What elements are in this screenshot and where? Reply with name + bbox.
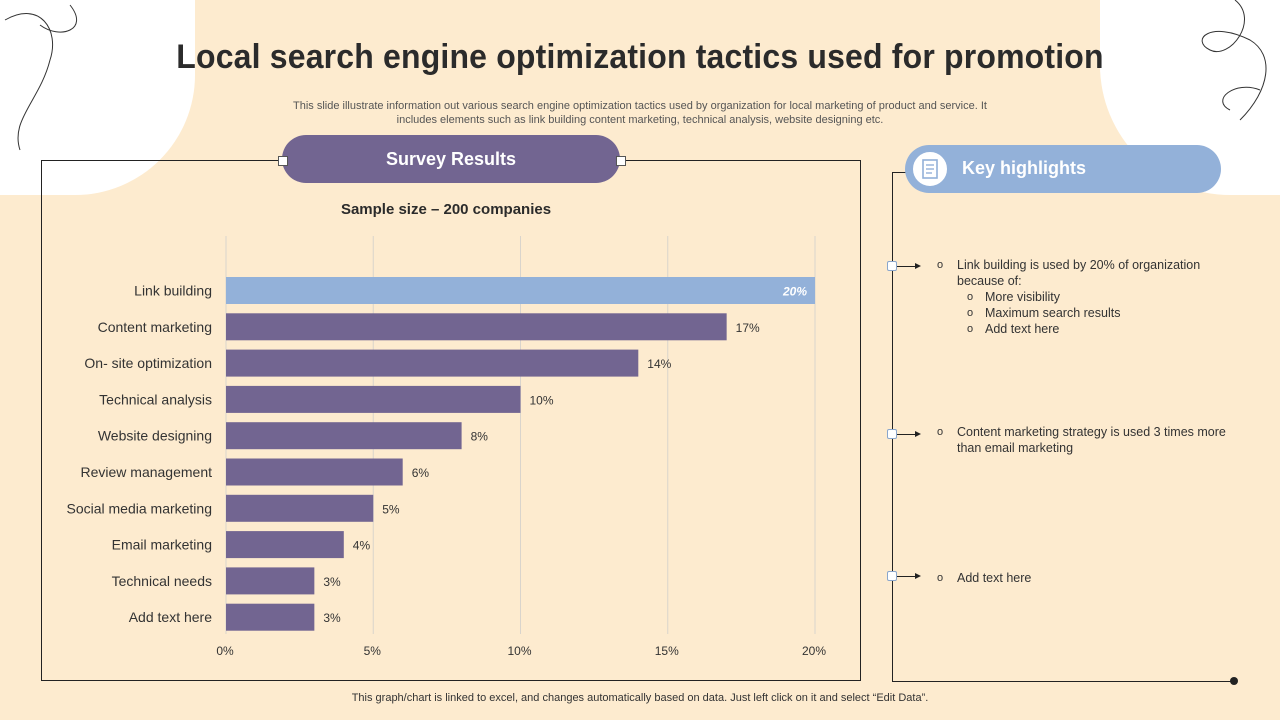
category-label: Technical needs [112, 573, 212, 589]
key-highlights-label: Key highlights [962, 158, 1087, 178]
highlight-node-2 [887, 429, 897, 439]
bar [226, 313, 727, 341]
highlight-sub-item: Maximum search results [937, 305, 1227, 321]
bar [226, 277, 815, 304]
highlight-item-2: Content marketing strategy is used 3 tim… [937, 424, 1227, 456]
page-title: Local search engine optimization tactics… [176, 38, 1104, 76]
data-label: 3% [323, 611, 341, 625]
key-highlights-header [905, 145, 1221, 193]
category-label: On- site optimization [84, 355, 212, 371]
highlight-sub-item: More visibility [937, 289, 1227, 305]
data-label: 6% [412, 466, 430, 480]
data-label: 5% [382, 502, 400, 516]
data-label: 3% [323, 575, 341, 589]
category-label: Website designing [98, 428, 212, 444]
category-label: Content marketing [98, 319, 212, 335]
data-label: 20% [782, 285, 807, 299]
bar [226, 458, 403, 486]
page-subtitle: This slide illustrate information out va… [293, 100, 987, 126]
category-label: Add text here [129, 609, 212, 625]
bar [226, 494, 374, 522]
highlight-block-1: Link building is used by 20% of organiza… [937, 257, 1227, 337]
highlights-top-connector [892, 172, 906, 173]
data-label: 14% [647, 357, 671, 371]
pill-connector-right [616, 156, 626, 166]
highlight-block-3: Add text here [937, 570, 1227, 586]
highlight-node-3 [887, 571, 897, 581]
highlight-item-1: Link building is used by 20% of organiza… [937, 257, 1227, 289]
sample-size-label: Sample size – 200 companies [340, 201, 552, 218]
bar [226, 422, 462, 450]
category-label: Social media marketing [66, 500, 212, 516]
bar [226, 531, 344, 559]
data-label: 17% [736, 321, 760, 335]
data-label: 8% [471, 430, 489, 444]
bar [226, 567, 315, 595]
highlight-sub-item: Add text here [937, 321, 1227, 337]
survey-results-header: Survey Results [282, 135, 620, 183]
x-tick-label: 20% [802, 644, 826, 658]
category-label: Review management [80, 464, 212, 480]
highlights-end-dot [1230, 677, 1238, 685]
x-tick-label: 0% [216, 644, 234, 658]
highlight-block-2: Content marketing strategy is used 3 tim… [937, 424, 1227, 456]
arrow-icon [897, 263, 921, 269]
category-label: Email marketing [112, 537, 212, 553]
x-tick-label: 15% [655, 644, 679, 658]
bar-chart: 0% 5% 10% 15% 20% Link building 20% Content mar… [66, 236, 826, 658]
bar [226, 385, 521, 413]
arrow-icon [897, 573, 921, 579]
bar [226, 603, 315, 631]
x-tick-label: 10% [507, 644, 531, 658]
category-label: Technical analysis [99, 391, 212, 407]
arrow-icon [897, 431, 921, 437]
highlights-vertical-line [892, 172, 893, 682]
bar [226, 349, 639, 377]
pill-connector-left [278, 156, 288, 166]
highlights-bottom-line [892, 681, 1234, 682]
data-label: 4% [353, 539, 371, 553]
footer-note: This graph/chart is linked to excel, and… [351, 692, 929, 704]
highlight-item-3: Add text here [937, 570, 1227, 586]
notepad-icon [911, 150, 949, 188]
highlight-node-1 [887, 261, 897, 271]
x-tick-label: 5% [364, 644, 382, 658]
swirl-decoration [4, 0, 1267, 151]
data-label: 10% [530, 393, 554, 407]
category-label: Link building [134, 283, 212, 299]
